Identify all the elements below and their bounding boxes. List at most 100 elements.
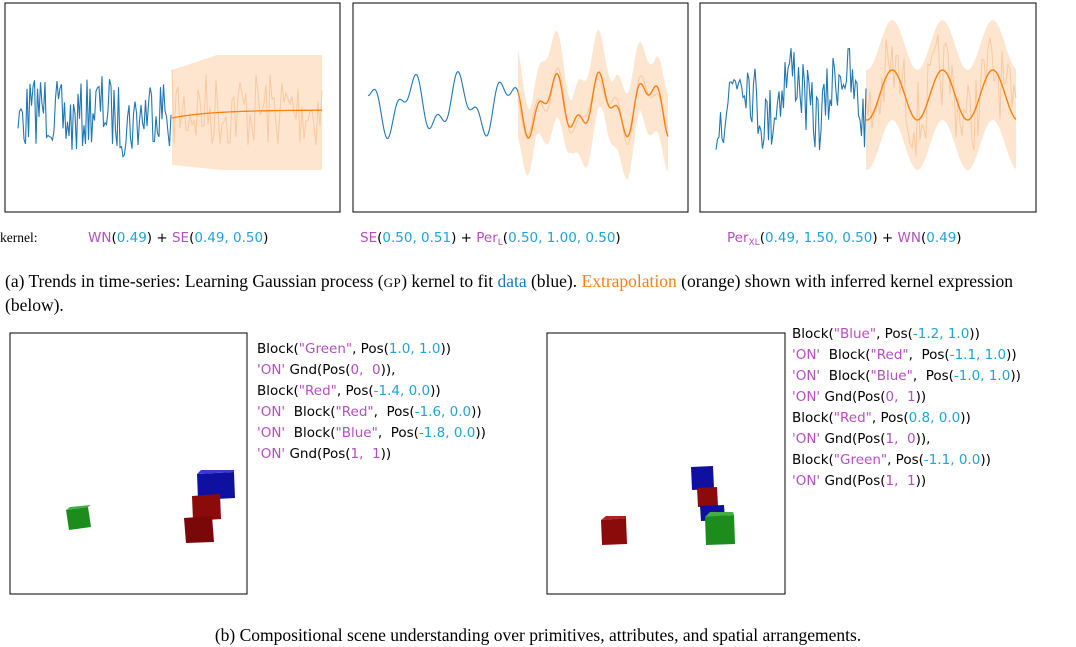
text-part: , Pos( [377, 425, 419, 441]
code-line: Block("Green", Pos(-1.1, 0.0)) [792, 451, 1074, 469]
text-part: )), [380, 362, 396, 378]
text-part: (orange) shown with inferred kernel expr… [5, 271, 1018, 315]
code-line: Block("Blue", Pos(-1.2, 1.0)) [792, 325, 1074, 343]
text-part: -1.8, 0.0 [418, 425, 476, 441]
text-part: ) + [872, 230, 898, 246]
plot-frame [699, 2, 1037, 213]
text-part: ( [759, 230, 765, 246]
text-part: (a) Trends in time-series: Learning Gaus… [5, 271, 384, 291]
text-part: (blue). [526, 271, 582, 291]
text-part: ) [956, 230, 962, 246]
text-part: Per [476, 230, 498, 246]
text-part: Block( [820, 368, 871, 384]
code-line: 'ON' Block("Blue", Pos(-1.8, 0.0)) [257, 424, 545, 442]
text-part: Block( [257, 341, 299, 357]
text-part: ) + [451, 230, 477, 246]
cube-green [66, 505, 91, 530]
text-part: 'ON' [792, 347, 821, 363]
code-line: Block("Green", Pos(1.0, 1.0)) [257, 340, 545, 358]
text-part: 'ON' [257, 446, 286, 462]
text-part: )) [1010, 368, 1021, 384]
text-part: 'ON' [792, 431, 821, 447]
cube-red [601, 516, 627, 545]
caption: (a) Trends in time-series: Learning Gaus… [5, 270, 1070, 316]
text-part: , Pos( [912, 368, 954, 384]
text-part: )) [440, 341, 451, 357]
extrapolation-line [517, 71, 669, 139]
kernel-expression: PerXL(0.49, 1.50, 0.50) + WN(0.49) [727, 230, 962, 248]
text-part: ( [111, 230, 117, 246]
text-part: 'ON' [792, 368, 821, 384]
code-line: 'ON' Gnd(Pos(0, 1)) [792, 388, 1074, 406]
text-part: Block( [792, 452, 834, 468]
text-part: 1, 1 [350, 446, 381, 462]
kernel-expression: WN(0.49) + SE(0.49, 0.50) [88, 230, 268, 246]
code-line: 'ON' Block("Red", Pos(-1.6, 0.0)) [257, 403, 545, 421]
text-part: 'ON' [792, 389, 821, 405]
text-part: Gnd(Pos( [285, 362, 351, 378]
text-part: -1.2, 1.0 [912, 326, 970, 342]
text-part: Block( [792, 326, 834, 342]
text-part: )) [471, 404, 482, 420]
text-part: ) kernel to fit [401, 271, 498, 291]
text-part: ( [502, 230, 509, 246]
text-part: 0.50, 1.00, 0.50 [508, 230, 616, 246]
code-line: 'ON' Block("Blue", Pos(-1.0, 1.0)) [792, 367, 1074, 385]
plot-frame [352, 2, 689, 213]
text-part: 1, 0 [885, 431, 916, 447]
code-line: 'ON' Gnd(Pos(1, 1)) [792, 472, 1074, 490]
text-part: 0.49 [116, 230, 147, 246]
text-part: WN [897, 230, 921, 246]
text-part: "Red" [833, 410, 872, 426]
text-part: "Green" [298, 341, 353, 357]
text-part: -1.6, 0.0 [414, 404, 472, 420]
code-line: Block("Red", Pos(0.8, 0.0)) [792, 409, 1074, 427]
cube-blue [197, 470, 235, 500]
text-part: "Blue" [335, 425, 378, 441]
scene-frame [9, 332, 248, 595]
text-part: Block( [792, 410, 834, 426]
uncertainty-band [518, 29, 668, 180]
text-part: )) [915, 473, 927, 489]
code-line: 'ON' Gnd(Pos(1, 1)) [257, 445, 545, 463]
text-part: -1.1, 0.0 [923, 452, 981, 468]
cube-red [697, 487, 718, 507]
text-part: ( [920, 230, 927, 246]
text-part: data [497, 271, 527, 291]
text-part: WN [88, 230, 112, 246]
cube-red [184, 516, 214, 543]
caption: (b) Compositional scene understanding ov… [214, 625, 862, 645]
text-part: )) [475, 425, 486, 441]
text-part: 0.8, 0.0 [908, 410, 961, 426]
text-part: GP [383, 275, 402, 290]
text-part: SE [360, 230, 378, 246]
text-part: "Green" [833, 452, 888, 468]
text-part: Block( [285, 404, 336, 420]
extrapolation-line [171, 109, 322, 119]
text-part: Block( [257, 383, 299, 399]
text-part: 0.49, 1.50, 0.50 [764, 230, 873, 246]
text-part: , Pos( [871, 410, 909, 426]
text-part: 0, 0 [350, 362, 381, 378]
text-part: L [497, 238, 503, 248]
data-line [715, 47, 867, 150]
scene-frame [546, 332, 786, 595]
text-part: )) [430, 383, 441, 399]
sample-line [171, 69, 323, 146]
text-part: -1.0, 1.0 [953, 368, 1011, 384]
text-part: ( [189, 230, 195, 246]
text-part: Gnd(Pos( [820, 389, 886, 405]
text-part: 1, 1 [885, 473, 916, 489]
data-line [17, 76, 172, 159]
plot-frame [4, 2, 341, 213]
text-part: , Pos( [373, 404, 415, 420]
text-part: "Red" [298, 383, 337, 399]
program: Block("Blue", Pos(-1.2, 1.0)) 'ON' Block(… [792, 325, 1074, 493]
text-part: )) [980, 452, 991, 468]
text-part: -1.1, 1.0 [949, 347, 1007, 363]
sample-line [865, 34, 1017, 157]
text-part: ( [377, 230, 383, 246]
cube-red [192, 494, 221, 521]
text-part: "Red" [870, 347, 909, 363]
